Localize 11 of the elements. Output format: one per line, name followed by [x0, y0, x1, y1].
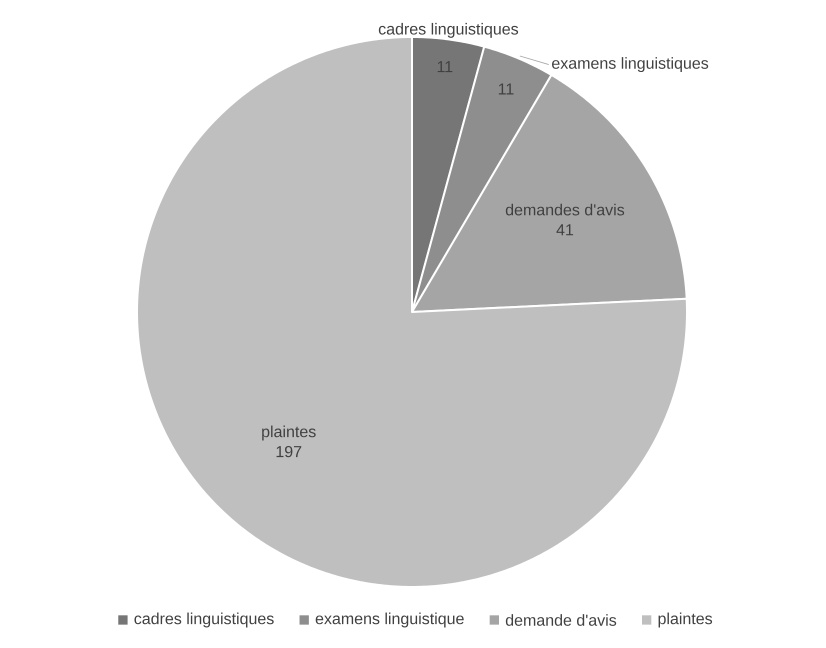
legend-label: examens linguistique — [316, 612, 464, 628]
legend-label: cadres linguistiques — [134, 612, 274, 628]
data-label: 197 — [276, 446, 302, 458]
data-label: 11 — [498, 83, 514, 94]
data-label: 41 — [556, 224, 574, 236]
text: demandes d'avis — [506, 204, 624, 216]
text: cadres linguistiques — [378, 22, 518, 38]
legend-label: plaintes — [658, 612, 712, 628]
legend-label: demande d'avis — [506, 614, 616, 626]
text: examens linguistiques — [552, 57, 708, 72]
text: plaintes — [262, 426, 316, 440]
